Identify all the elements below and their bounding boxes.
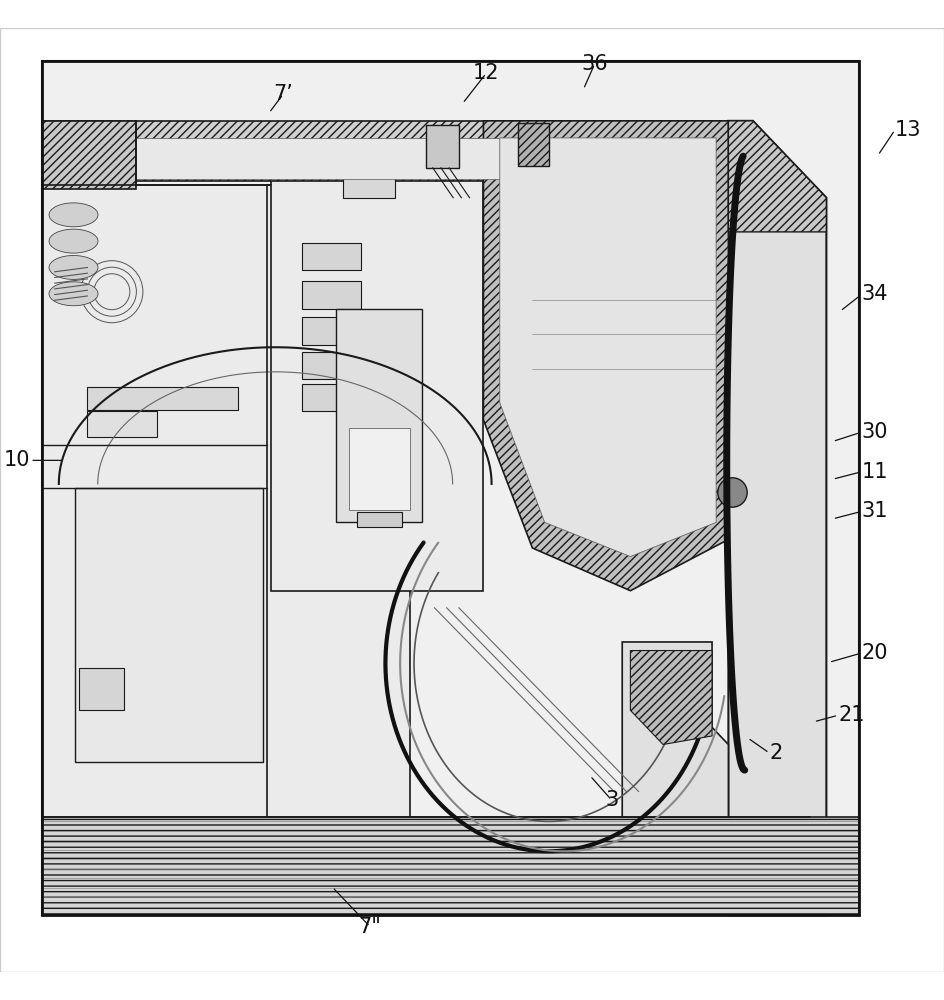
Text: 7": 7" (359, 917, 381, 937)
Bar (79, 668, 125, 710)
Polygon shape (622, 642, 729, 817)
Text: 12: 12 (473, 63, 499, 83)
Ellipse shape (49, 255, 98, 279)
Bar (42, 185, 410, 915)
Bar (302, 352, 361, 379)
Bar (88, 411, 157, 437)
Text: 30: 30 (862, 422, 888, 442)
Bar (42, 61, 859, 915)
Ellipse shape (49, 203, 98, 227)
Text: 20: 20 (862, 643, 888, 663)
Text: 31: 31 (862, 501, 888, 521)
Bar (42, 61, 859, 915)
Polygon shape (517, 123, 548, 166)
Polygon shape (42, 121, 136, 189)
Polygon shape (483, 121, 729, 591)
Polygon shape (499, 138, 716, 557)
Polygon shape (729, 121, 826, 232)
Bar (348, 428, 410, 510)
Text: 11: 11 (862, 462, 888, 482)
Bar (302, 384, 361, 411)
Circle shape (717, 478, 747, 507)
Text: 10: 10 (4, 450, 30, 470)
Bar (336, 309, 422, 522)
Polygon shape (729, 121, 826, 915)
Bar (343, 164, 396, 198)
Text: 13: 13 (895, 120, 921, 140)
Polygon shape (631, 651, 712, 744)
Text: 21: 21 (838, 705, 865, 725)
Bar (427, 125, 459, 168)
Text: 36: 36 (582, 54, 608, 74)
Text: 2: 2 (769, 743, 783, 763)
Bar (302, 281, 361, 309)
Bar (88, 387, 239, 410)
Ellipse shape (49, 229, 98, 253)
Polygon shape (59, 138, 687, 179)
Text: 34: 34 (862, 284, 888, 304)
Bar (271, 155, 483, 591)
Polygon shape (42, 817, 859, 915)
Bar (357, 512, 402, 527)
Bar (302, 317, 361, 345)
Ellipse shape (49, 282, 98, 306)
Text: 3: 3 (605, 790, 618, 810)
Polygon shape (42, 121, 692, 181)
Bar (76, 488, 263, 762)
Text: 7’: 7’ (273, 84, 294, 104)
Bar (302, 243, 361, 270)
